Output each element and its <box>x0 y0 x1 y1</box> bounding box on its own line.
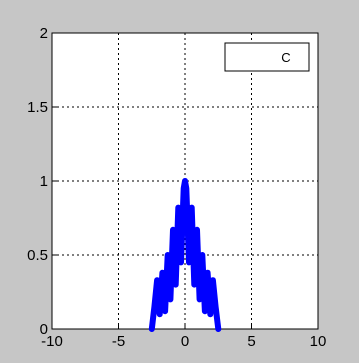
series-lines <box>148 178 222 332</box>
y-tick-label: 0 <box>40 321 48 338</box>
x-tick-label: 0 <box>181 333 189 350</box>
x-tick-label: 10 <box>310 333 327 350</box>
y-tick-label: 0.5 <box>27 247 48 264</box>
legend: C <box>224 42 310 72</box>
y-tick-label: 1 <box>40 173 48 190</box>
series-line <box>148 178 222 332</box>
grid-lines <box>52 33 318 329</box>
x-tick-label: 5 <box>247 333 255 350</box>
x-tick-labels: -10 -5 0 5 10 <box>41 333 326 350</box>
legend-entry-label: C <box>281 50 290 65</box>
y-tick-label: 2 <box>40 25 48 42</box>
axis-ticks <box>51 32 319 330</box>
y-tick-labels: 0 0.5 1 1.5 2 <box>27 25 48 338</box>
y-tick-label: 1.5 <box>27 99 48 116</box>
x-tick-label: -5 <box>112 333 125 350</box>
x-tick-label: -10 <box>41 333 63 350</box>
legend-box <box>224 42 310 72</box>
